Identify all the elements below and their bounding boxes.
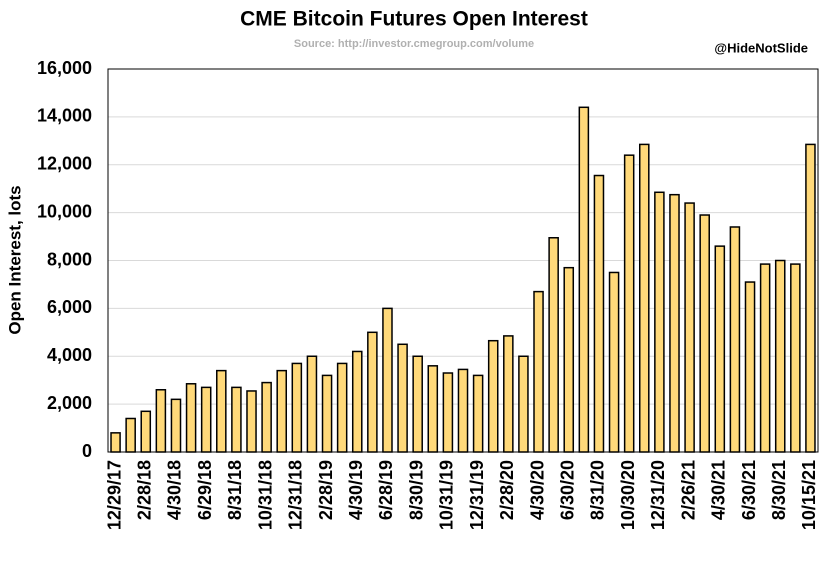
x-tick-label: 2/26/21	[678, 460, 698, 520]
y-tick-label: 6,000	[47, 297, 92, 317]
x-tick-label: 4/30/18	[165, 460, 185, 520]
bar	[638, 143, 650, 453]
x-tick-label: 8/31/20	[588, 460, 608, 520]
bar	[790, 263, 801, 453]
x-tick-label: 12/31/18	[286, 460, 306, 530]
y-tick-label: 4,000	[47, 345, 92, 365]
bar	[578, 106, 590, 453]
bar	[774, 259, 786, 453]
bar	[487, 339, 499, 453]
y-tick-label: 12,000	[37, 154, 92, 174]
bar	[744, 281, 756, 453]
bar	[442, 372, 454, 453]
bar	[140, 410, 152, 453]
bar	[170, 398, 182, 453]
x-tick-label: 12/31/20	[648, 460, 668, 530]
bar	[351, 350, 363, 453]
y-tick-label: 8,000	[47, 249, 92, 269]
bar	[518, 355, 529, 453]
bar	[563, 266, 575, 453]
bar	[457, 368, 469, 453]
x-tick-label: 12/29/17	[104, 460, 124, 530]
y-tick-label: 0	[82, 441, 92, 461]
bar	[548, 237, 559, 453]
x-tick-label: 6/30/20	[557, 460, 577, 520]
y-tick-label: 2,000	[47, 393, 92, 413]
bar	[125, 417, 136, 453]
x-tick-label: 8/30/19	[406, 460, 426, 520]
bar	[200, 386, 212, 453]
bar	[533, 290, 544, 453]
bar	[306, 355, 318, 453]
bar	[412, 355, 423, 453]
bar	[669, 193, 680, 453]
x-tick-label: 8/30/21	[769, 460, 789, 520]
y-tick-label: 16,000	[37, 58, 92, 78]
chart-subtitle: Source: http://investor.cmegroup.com/vol…	[294, 38, 534, 50]
x-tick-label: 4/30/19	[346, 460, 366, 520]
bar	[155, 389, 167, 453]
x-tick-label: 4/30/20	[527, 460, 547, 520]
bar	[276, 369, 288, 453]
x-tick-label: 10/31/19	[437, 460, 457, 530]
bar	[503, 335, 514, 453]
bar	[382, 307, 393, 453]
bar	[110, 432, 121, 453]
y-tick-label: 10,000	[37, 201, 92, 221]
bar	[397, 343, 408, 453]
x-tick-label: 6/29/18	[195, 460, 215, 520]
bar	[216, 369, 227, 453]
bar	[427, 365, 439, 453]
bar	[246, 390, 257, 453]
y-axis-label: Open Interest, lots	[5, 185, 24, 334]
bar	[472, 374, 484, 453]
x-tick-label: 6/30/21	[739, 460, 759, 520]
chart-title: CME Bitcoin Futures Open Interest	[240, 8, 588, 31]
bar	[623, 154, 635, 453]
x-tick-label: 4/30/21	[709, 460, 729, 520]
bar	[608, 271, 620, 453]
x-tick-label: 10/31/18	[255, 460, 275, 530]
bar	[805, 143, 816, 453]
x-tick-label: 2/28/20	[497, 460, 517, 520]
annotation: @HideNotSlide	[714, 40, 808, 55]
bar	[231, 386, 242, 453]
y-tick-label: 14,000	[37, 106, 92, 126]
bar	[367, 331, 378, 453]
bar	[291, 362, 303, 453]
bar	[185, 383, 197, 453]
bar	[336, 362, 348, 453]
bar	[684, 202, 695, 453]
x-tick-label: 10/15/21	[799, 460, 819, 530]
bar	[654, 191, 665, 453]
bar	[699, 214, 710, 453]
x-tick-label: 8/31/18	[225, 460, 245, 520]
bar	[593, 174, 605, 453]
x-tick-label: 2/28/18	[135, 460, 155, 520]
bar	[729, 226, 741, 453]
bar	[261, 381, 272, 453]
bar	[714, 245, 726, 453]
bar	[321, 374, 333, 453]
x-tick-label: 10/30/20	[618, 460, 638, 530]
bar	[759, 263, 771, 453]
x-tick-label: 6/28/19	[376, 460, 396, 520]
x-tick-label: 2/28/19	[316, 460, 336, 520]
x-tick-label: 12/31/19	[467, 460, 487, 530]
